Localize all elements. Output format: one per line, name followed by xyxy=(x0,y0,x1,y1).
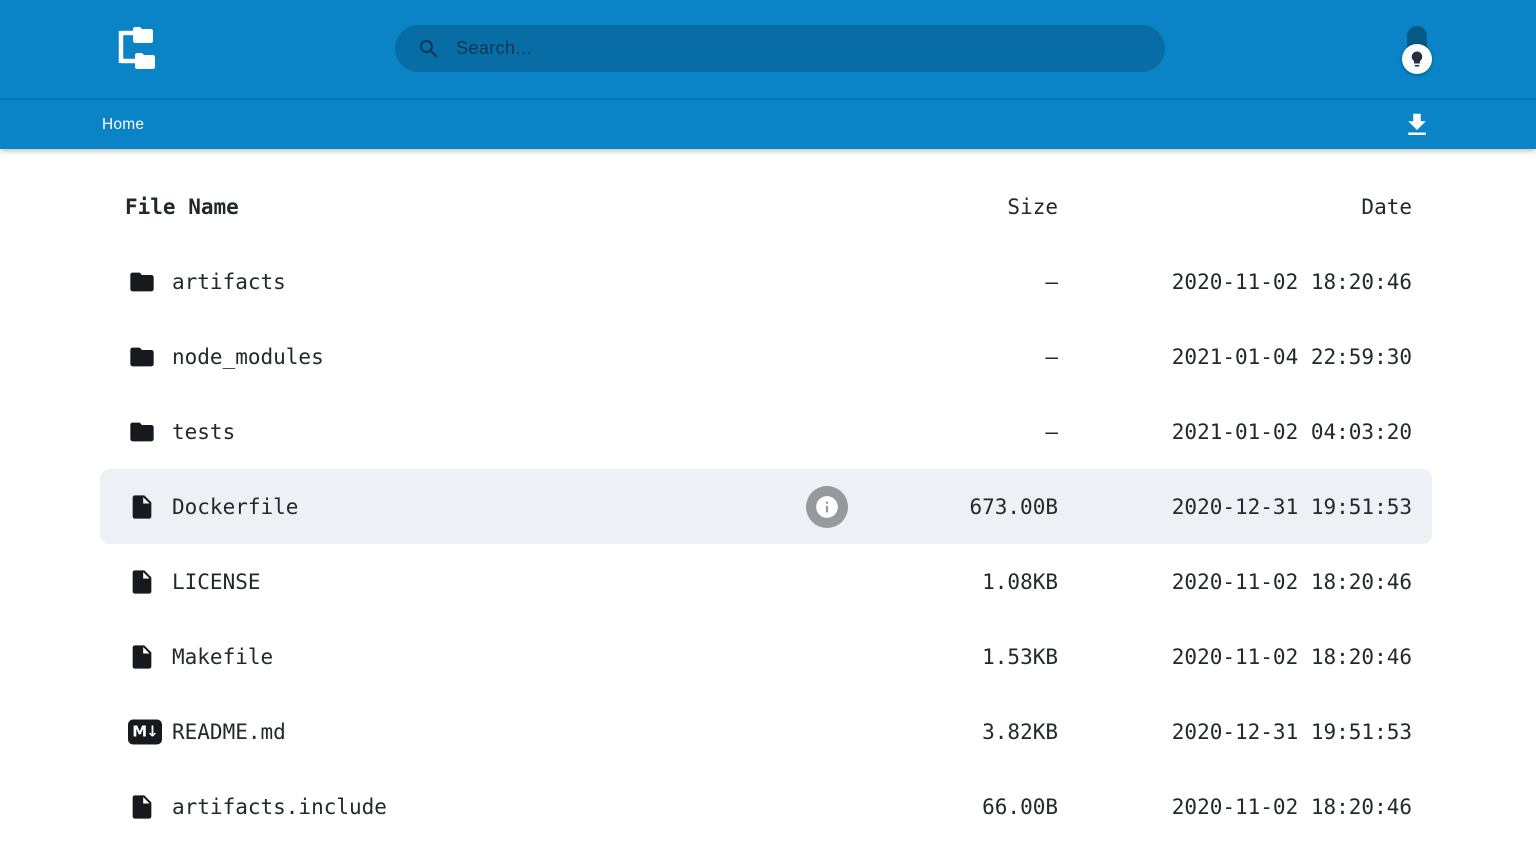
file-date: 2020-11-02 18:20:46 xyxy=(1171,569,1412,594)
file-icon xyxy=(128,568,156,596)
file-date: 2021-01-02 04:03:20 xyxy=(1171,419,1412,444)
top-app-bar xyxy=(0,0,1536,98)
table-row[interactable]: M↓ artifacts — 2020-11-02 18:20:46 xyxy=(100,244,1432,319)
lightbulb-icon xyxy=(1411,51,1423,67)
table-row[interactable]: M↓ Makefile 1.53KB 2020-11-02 18:20:46 xyxy=(100,619,1432,694)
breadcrumb-bar: Home xyxy=(0,98,1536,149)
file-date: 2021-01-04 22:59:30 xyxy=(1171,344,1412,369)
file-name: LICENSE xyxy=(172,569,261,594)
file-date: 2020-11-02 18:20:46 xyxy=(1171,269,1412,294)
file-name: Makefile xyxy=(172,644,274,669)
file-list-panel: File Name Size Date M↓ artifacts — 2020-… xyxy=(0,149,1536,864)
table-row[interactable]: M↓ README.md 3.82KB 2020-12-31 19:51:53 xyxy=(100,694,1432,769)
theme-toggle-switch[interactable] xyxy=(1402,26,1432,76)
toggle-knob xyxy=(1402,44,1432,74)
file-size: 1.08KB xyxy=(982,569,1058,594)
file-tree-logo-icon xyxy=(113,25,157,71)
file-listing: File Name Size Date M↓ artifacts — 2020-… xyxy=(100,169,1432,844)
file-name: README.md xyxy=(172,719,286,744)
file-size: 673.00B xyxy=(969,494,1058,519)
file-size: 1.53KB xyxy=(982,644,1058,669)
file-size: 66.00B xyxy=(982,794,1058,819)
column-header-size[interactable]: Size xyxy=(1007,194,1058,219)
file-date: 2020-12-31 19:51:53 xyxy=(1171,494,1412,519)
file-name: Dockerfile xyxy=(172,494,299,519)
folder-icon xyxy=(128,343,156,371)
file-size: — xyxy=(1045,344,1058,369)
folder-icon xyxy=(128,418,156,446)
file-name: tests xyxy=(172,419,236,444)
table-row[interactable]: M↓ artifacts.include 66.00B 2020-11-02 1… xyxy=(100,769,1432,844)
info-button[interactable] xyxy=(806,485,848,528)
column-header-date[interactable]: Date xyxy=(1361,194,1412,219)
file-name: node_modules xyxy=(172,344,324,369)
column-header-name[interactable]: File Name xyxy=(125,194,239,219)
file-icon xyxy=(128,793,156,821)
file-icon xyxy=(128,643,156,671)
file-icon xyxy=(128,493,156,521)
file-date: 2020-12-31 19:51:53 xyxy=(1171,719,1412,744)
search-bar[interactable] xyxy=(395,25,1165,72)
file-size: 3.82KB xyxy=(982,719,1058,744)
table-header-row: File Name Size Date xyxy=(100,169,1432,244)
markdown-icon: M↓ xyxy=(128,719,162,744)
table-row[interactable]: M↓ node_modules — 2021-01-04 22:59:30 xyxy=(100,319,1432,394)
download-button[interactable] xyxy=(1402,110,1432,140)
search-input[interactable] xyxy=(454,37,1165,60)
file-date: 2020-11-02 18:20:46 xyxy=(1171,644,1412,669)
breadcrumb-home-link[interactable]: Home xyxy=(102,115,145,133)
table-row[interactable]: M↓ LICENSE 1.08KB 2020-11-02 18:20:46 xyxy=(100,544,1432,619)
file-size: — xyxy=(1045,269,1058,294)
file-size: — xyxy=(1045,419,1058,444)
file-name: artifacts xyxy=(172,269,286,294)
table-row[interactable]: M↓ tests — 2021-01-02 04:03:20 xyxy=(100,394,1432,469)
file-name: artifacts.include xyxy=(172,794,387,819)
download-icon xyxy=(1408,113,1426,135)
folder-icon xyxy=(128,268,156,296)
table-row[interactable]: M↓ Dockerfile 673.00B 2020-12-31 19:51:5… xyxy=(100,469,1432,544)
file-date: 2020-11-02 18:20:46 xyxy=(1171,794,1412,819)
search-icon xyxy=(420,39,438,57)
info-icon xyxy=(816,495,838,518)
